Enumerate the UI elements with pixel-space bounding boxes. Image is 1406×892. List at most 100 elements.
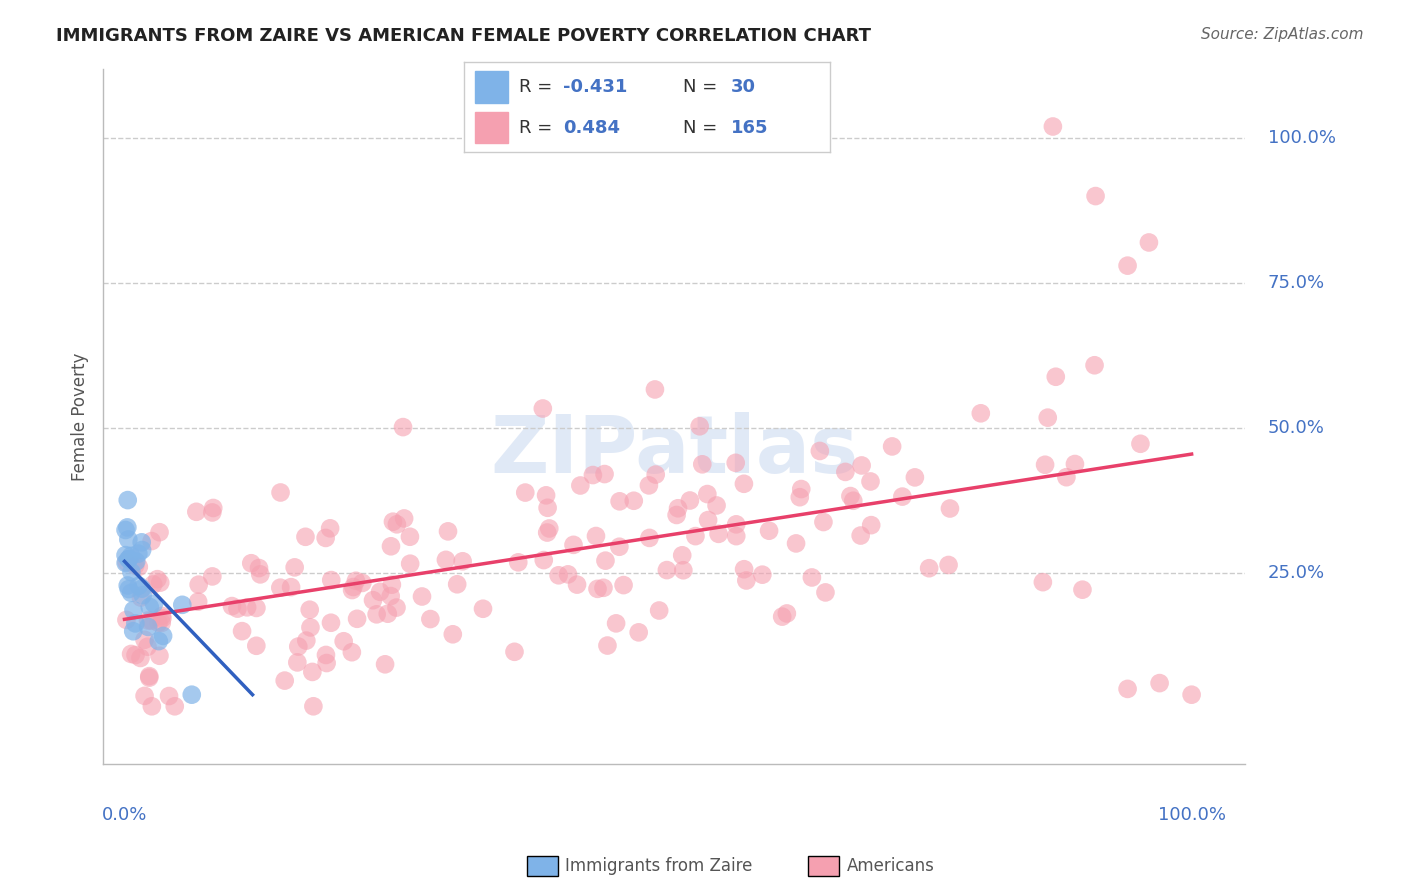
Point	[321, 573, 343, 587]
Point	[332, 634, 354, 648]
Point	[399, 530, 422, 544]
Point	[131, 582, 153, 596]
Point	[1036, 410, 1059, 425]
Point	[533, 553, 555, 567]
Point	[139, 599, 162, 614]
Point	[117, 493, 139, 508]
Point	[733, 562, 755, 576]
Point	[419, 612, 441, 626]
Text: 50.0%: 50.0%	[1268, 419, 1324, 437]
Point	[148, 648, 170, 663]
Point	[399, 557, 422, 571]
Point	[697, 513, 720, 527]
Point	[655, 563, 678, 577]
Point	[157, 689, 180, 703]
Point	[1064, 457, 1087, 471]
Point	[696, 487, 718, 501]
Point	[562, 538, 585, 552]
Point	[569, 478, 592, 492]
Point	[249, 567, 271, 582]
Point	[851, 458, 873, 473]
Point	[201, 569, 224, 583]
Point	[1032, 575, 1054, 590]
Point	[725, 517, 748, 532]
Text: R =: R =	[519, 78, 558, 96]
Point	[152, 611, 174, 625]
Point	[148, 525, 170, 540]
Point	[605, 616, 627, 631]
Point	[814, 585, 837, 599]
Y-axis label: Female Poverty: Female Poverty	[72, 352, 89, 481]
Point	[340, 645, 363, 659]
Point	[141, 614, 163, 628]
Point	[842, 493, 865, 508]
Point	[298, 603, 321, 617]
Point	[596, 639, 619, 653]
Point	[131, 543, 153, 558]
Point	[503, 645, 526, 659]
Point	[1084, 189, 1107, 203]
Point	[592, 581, 614, 595]
Point	[1129, 437, 1152, 451]
Point	[557, 567, 579, 582]
Text: 100.0%: 100.0%	[1268, 129, 1336, 147]
Point	[380, 589, 402, 603]
Point	[689, 419, 711, 434]
Point	[582, 468, 605, 483]
Point	[1083, 358, 1105, 372]
Point	[201, 505, 224, 519]
Point	[380, 539, 402, 553]
Point	[679, 493, 702, 508]
Text: 30: 30	[731, 78, 756, 96]
Point	[315, 531, 337, 545]
Point	[515, 485, 537, 500]
Point	[472, 601, 495, 615]
Text: R =: R =	[519, 119, 558, 136]
Point	[120, 586, 142, 600]
Point	[247, 561, 270, 575]
Point	[117, 533, 139, 547]
Point	[138, 669, 160, 683]
Point	[118, 582, 141, 596]
Text: Americans: Americans	[846, 857, 934, 875]
Point	[1033, 458, 1056, 472]
Point	[1181, 688, 1204, 702]
Text: 0.0%: 0.0%	[101, 806, 148, 824]
Bar	[475, 71, 508, 103]
Point	[129, 651, 152, 665]
Point	[245, 639, 267, 653]
Point	[120, 647, 142, 661]
Point	[508, 555, 530, 569]
Point	[392, 511, 415, 525]
Point	[751, 567, 773, 582]
Point	[368, 584, 391, 599]
Point	[138, 671, 160, 685]
Point	[638, 531, 661, 545]
Point	[366, 607, 388, 622]
Point	[531, 401, 554, 416]
Point	[127, 547, 149, 561]
Point	[287, 640, 309, 654]
Point	[385, 600, 408, 615]
Point	[585, 529, 607, 543]
Point	[434, 553, 457, 567]
Text: N =: N =	[683, 78, 723, 96]
Point	[860, 518, 883, 533]
Point	[344, 574, 367, 588]
Point	[180, 688, 202, 702]
Point	[221, 599, 243, 613]
Point	[231, 624, 253, 639]
Point	[163, 699, 186, 714]
Point	[141, 534, 163, 549]
Point	[352, 575, 374, 590]
Point	[904, 470, 927, 484]
Point	[813, 515, 835, 529]
Point	[446, 577, 468, 591]
Point	[319, 521, 342, 535]
Point	[361, 593, 384, 607]
Point	[131, 588, 153, 602]
Point	[724, 456, 747, 470]
Point	[411, 590, 433, 604]
Point	[115, 555, 138, 569]
Point	[124, 616, 146, 631]
